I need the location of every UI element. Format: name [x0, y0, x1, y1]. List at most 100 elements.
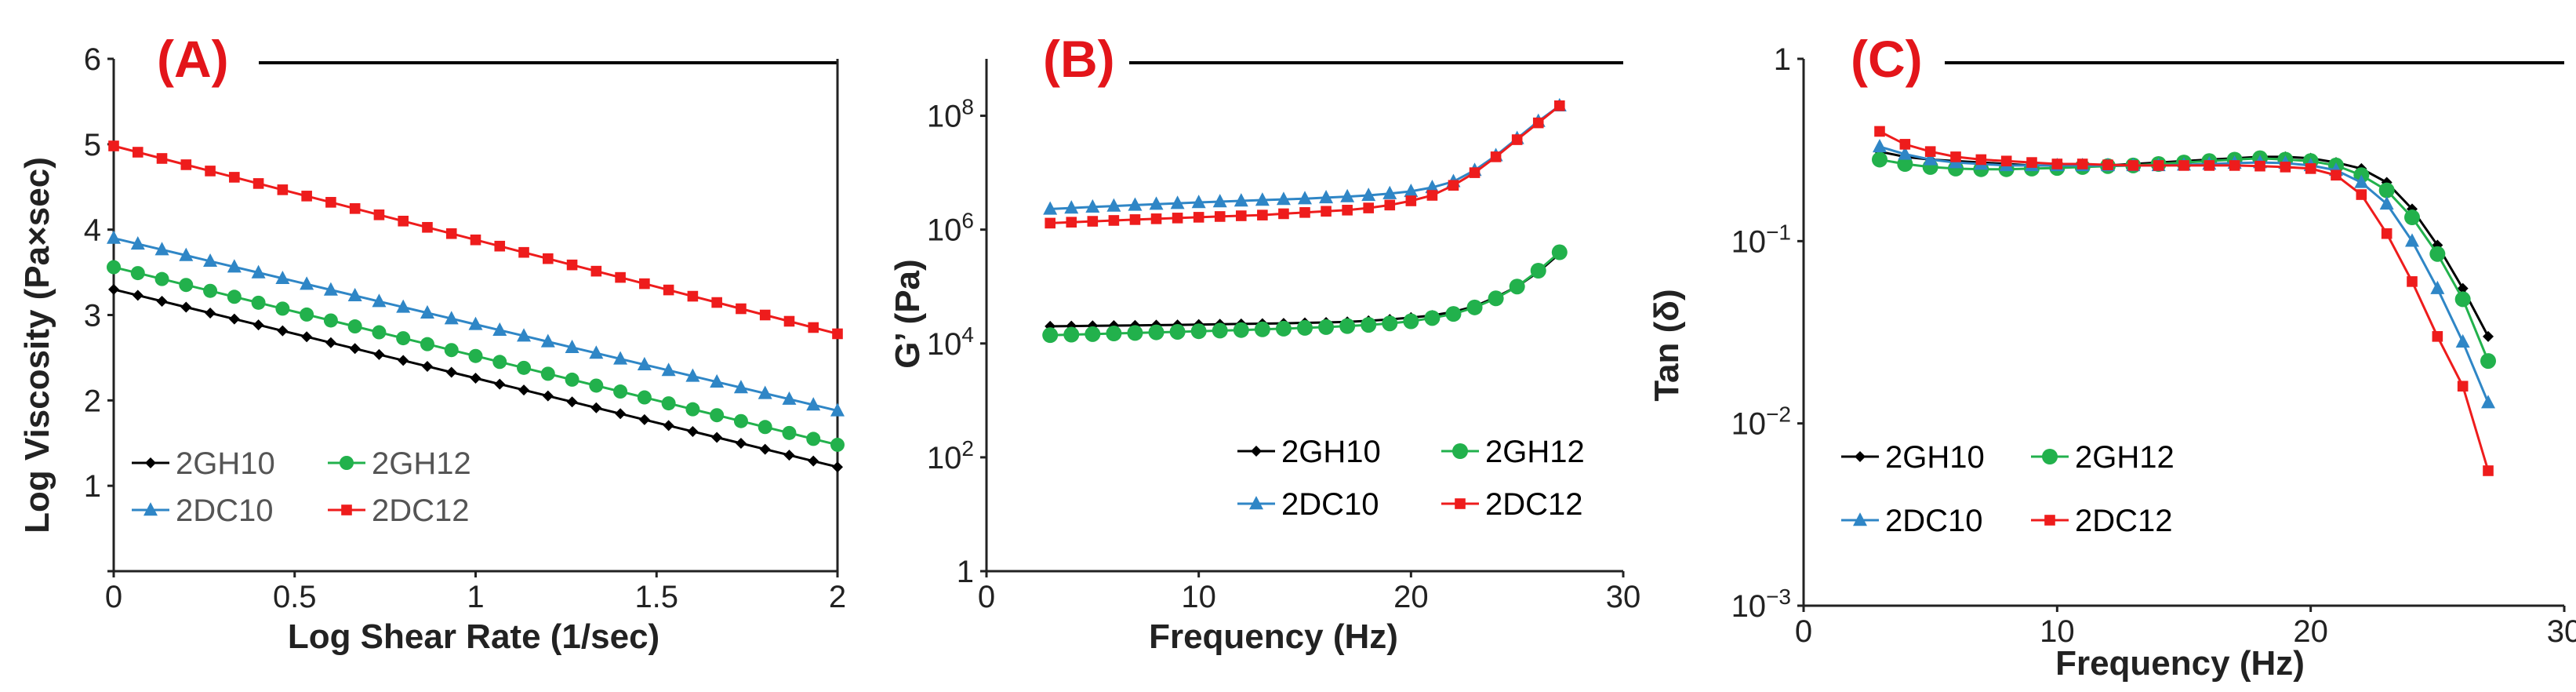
panel-b-x-tick-label: 30 [1606, 580, 1641, 614]
panel-b-point-2DC12 [1405, 195, 1417, 206]
panel-a-point-2DC10 [685, 368, 700, 382]
panel-c-point-2DC12 [2407, 276, 2418, 287]
panel-a-point-2GH12 [540, 366, 555, 381]
panel-b-point-2GH12 [1488, 290, 1504, 307]
panel-b-point-2GH12 [1063, 326, 1080, 343]
panel-a-point-2GH12 [203, 283, 218, 298]
panel-b-point-2DC12 [1172, 213, 1183, 224]
panel-a-point-2GH10 [494, 378, 506, 390]
panel-a-point-2DC10 [227, 259, 242, 273]
panel-a-point-2DC10 [565, 339, 580, 353]
panel-a-point-2DC10 [396, 299, 411, 313]
panel-b-y-tick-label: 106 [927, 209, 974, 248]
panel-a-point-2GH10 [470, 373, 481, 384]
panel-a-point-2DC10 [444, 311, 459, 325]
panel-a-x-tick-label: 1.5 [634, 580, 678, 614]
panel-c-point-2DC12 [2026, 157, 2037, 168]
panel-c-series-line-2DC10 [1879, 145, 2490, 403]
panel-c-series-line-2GH10 [1879, 150, 2490, 337]
panel-c-point-2DC10 [2379, 196, 2394, 210]
panel-b-point-2DC10 [1382, 185, 1397, 199]
panel-b-point-2DC12 [1511, 134, 1523, 145]
panel-a-legend-label-2DC10: 2DC10 [176, 494, 274, 528]
panel-a-point-2DC10 [107, 230, 121, 244]
panel-a-point-2GH12 [758, 420, 772, 435]
panel-a-legend-marker-2DC12 [341, 504, 352, 515]
panel-b-y-tick-label: 108 [927, 95, 974, 134]
panel-a-point-2GH12 [782, 425, 797, 440]
panel-a-point-2DC12 [736, 303, 747, 315]
panel-a-point-2GH10 [542, 390, 554, 402]
panel-a-point-2DC12 [711, 297, 722, 308]
panel-b-point-2GH12 [1403, 313, 1419, 330]
panel-a-point-2GH10 [108, 283, 119, 295]
panel-a-point-2GH10 [590, 402, 602, 413]
panel-b-point-2GH12 [1106, 326, 1122, 342]
panel-a-point-2GH12 [396, 331, 411, 346]
panel-a-point-2GH10 [663, 420, 674, 432]
panel-c-point-2DC12 [2483, 465, 2494, 476]
panel-a-legend-label-2GH10: 2GH10 [176, 446, 275, 481]
panel-c-y-tick-label: 10−1 [1731, 220, 1791, 259]
panel-a-point-2DC10 [468, 316, 483, 330]
panel-a-point-2DC12 [422, 221, 433, 233]
panel-c-point-2DC12 [2178, 160, 2189, 171]
panel-a-point-2GH10 [301, 331, 313, 343]
panel-a-point-2GH10 [615, 408, 627, 420]
panel-c-x-tick-label: 10 [2040, 614, 2075, 649]
panel-a-point-2GH12 [733, 413, 748, 428]
panel-a-point-2GH12 [468, 348, 483, 363]
panel-a-legend-label-2GH12: 2GH12 [372, 446, 471, 481]
panel-b-point-2DC12 [1426, 190, 1438, 201]
panel-a-point-2GH10 [808, 455, 819, 467]
panel-c-point-2GH12 [2404, 209, 2420, 226]
panel-a-y-label: Log Viscosity (Pa×sec) [18, 157, 56, 534]
panel-b-point-2DC12 [1299, 207, 1310, 218]
panel-b-y-label: G’ (Pa) [888, 259, 927, 368]
panel-c-title: (C) [1851, 30, 1923, 88]
panel-b-legend-marker-2DC12 [1455, 498, 1466, 509]
panel-c-point-2DC10 [2354, 174, 2369, 188]
panel-a-point-2GH10 [349, 343, 361, 355]
panel-b-point-2DC10 [1128, 197, 1143, 211]
panel-c-legend-label-2GH10: 2GH10 [1885, 440, 1985, 475]
panel-b-point-2GH12 [1169, 323, 1186, 340]
panel-b-plot: 0 10 20 30 1 102 104 106 108 2GH10 2GH12 2DC10 2DC12 [927, 59, 1640, 614]
panel-c-y-tick-label: 10−3 [1731, 585, 1791, 624]
panel-a-point-2GH12 [685, 402, 700, 417]
panel-b-point-2DC12 [1363, 202, 1374, 213]
panel-a-point-2DC12 [615, 271, 626, 283]
panel-b-point-2GH12 [1127, 325, 1143, 341]
panel-b-point-2DC10 [1212, 194, 1227, 208]
panel-a-point-2DC12 [687, 290, 699, 302]
panel-a-point-2DC10 [300, 276, 314, 290]
panel-a-x-label: Log Shear Rate (1/sec) [288, 617, 659, 656]
panel-a-point-2GH10 [373, 348, 385, 360]
panel-c-point-2DC12 [2305, 163, 2316, 174]
panel-a-point-2DC12 [470, 234, 481, 246]
panel-a-x-tick-label: 1 [467, 580, 484, 614]
panel-a-point-2GH10 [421, 360, 433, 372]
panel-b-point-2DC12 [1108, 215, 1120, 226]
panel-a-point-2DC10 [710, 373, 725, 388]
panel-a-point-2DC10 [492, 322, 507, 336]
panel-c-point-2DC10 [2481, 395, 2495, 409]
panel-a-point-2DC10 [637, 356, 652, 370]
panel-a-point-2DC10 [154, 242, 169, 256]
panel-c-point-2GH12 [1872, 151, 1887, 168]
panel-a-point-2DC10 [251, 264, 266, 279]
panel-a-point-2GH12 [444, 343, 459, 358]
panel-c-point-2DC10 [1873, 138, 1887, 153]
panel-c-plot: 0 10 20 30 10−3 10−2 10−1 1 2GH10 2GH12 2DC10 2DC12 [1731, 42, 2576, 649]
panel-c-point-2GH12 [2454, 291, 2471, 308]
panel-b-point-2DC10 [1361, 188, 1376, 202]
panel-b-point-2DC12 [1045, 217, 1055, 229]
panel-b-point-2DC10 [1298, 191, 1312, 205]
panel-c-series-line-2GH12 [1879, 157, 2490, 362]
panel-a-point-2DC12 [325, 197, 336, 208]
panel-b-point-2GH12 [1275, 320, 1292, 337]
panel-b-title: (B) [1043, 30, 1115, 88]
panel-a-y-tick-label: 6 [84, 42, 101, 77]
panel-c-legend-label-2DC12: 2DC12 [2075, 504, 2173, 538]
